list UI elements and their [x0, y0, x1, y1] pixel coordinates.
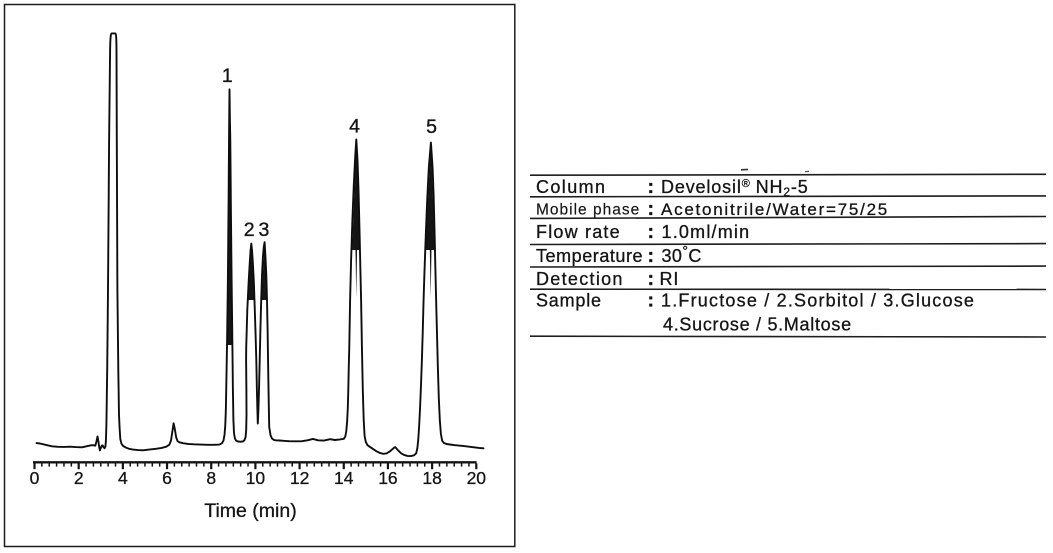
svg-text:Develosil® NH2-5: Develosil® NH2-5 — [661, 177, 809, 199]
svg-text::: : — [648, 221, 655, 243]
svg-text:10: 10 — [246, 468, 266, 488]
svg-text:4: 4 — [118, 468, 128, 488]
svg-text:2: 2 — [74, 468, 84, 488]
svg-text:Temperature: Temperature — [536, 246, 643, 266]
svg-text:8: 8 — [206, 468, 216, 488]
svg-text:0: 0 — [30, 468, 40, 488]
svg-text:Flow rate: Flow rate — [536, 222, 621, 242]
svg-text:1.Fructose / 2.Sorbitol / 3.Gl: 1.Fructose / 2.Sorbitol / 3.Glucose — [661, 291, 975, 311]
svg-text:16: 16 — [378, 468, 397, 488]
svg-text:1.0ml/min: 1.0ml/min — [662, 222, 751, 242]
svg-text:Sample: Sample — [536, 291, 602, 311]
svg-text:4.Sucrose / 5.Maltose: 4.Sucrose / 5.Maltose — [663, 314, 852, 334]
svg-text:5: 5 — [426, 116, 437, 138]
svg-text:18: 18 — [422, 468, 441, 488]
svg-text:12: 12 — [290, 468, 309, 488]
svg-text:Detection: Detection — [536, 269, 624, 289]
svg-text::: : — [648, 245, 655, 267]
svg-text:Mobile phase: Mobile phase — [536, 202, 640, 219]
svg-text::: : — [648, 176, 655, 198]
svg-text:4: 4 — [349, 116, 360, 138]
svg-text:1: 1 — [222, 65, 233, 87]
svg-text:20: 20 — [467, 468, 487, 488]
svg-text:14: 14 — [334, 468, 354, 488]
svg-text:6: 6 — [162, 468, 172, 488]
svg-text:Column: Column — [536, 177, 606, 197]
svg-text:RI: RI — [660, 269, 680, 289]
svg-text:3: 3 — [258, 219, 269, 241]
svg-text:Time (min): Time (min) — [204, 500, 296, 522]
svg-text::: : — [648, 198, 655, 220]
svg-text:Acetonitrile/Water=75/25: Acetonitrile/Water=75/25 — [661, 200, 889, 219]
svg-text:2: 2 — [244, 219, 255, 241]
svg-text::: : — [648, 268, 655, 290]
svg-text::: : — [648, 290, 655, 312]
svg-text:30°C: 30°C — [662, 243, 702, 267]
